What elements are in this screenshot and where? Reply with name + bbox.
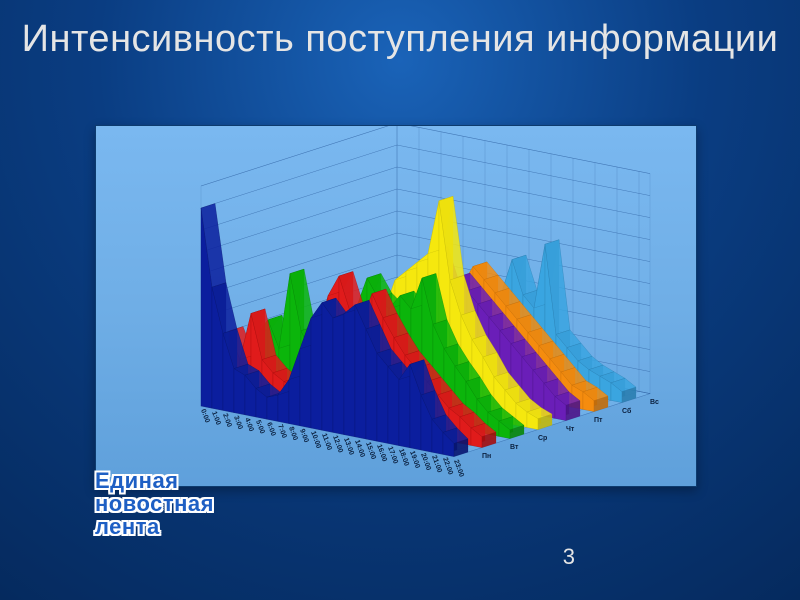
page-number: 3 (563, 544, 575, 570)
x-axis-label: 22:00 (441, 457, 454, 476)
caption-line-1: Единая (95, 468, 179, 493)
x-axis-label: 16:00 (375, 443, 388, 462)
x-axis-label: 14:00 (353, 439, 366, 458)
x-axis-label: 15:00 (364, 441, 377, 460)
slide: Интенсивность поступления информации 0:0… (0, 0, 800, 600)
caption-line-2: новостная (95, 491, 214, 516)
z-axis-label: Вс (650, 399, 659, 406)
x-axis-label: 1:00 (210, 410, 221, 426)
x-axis-label: 7:00 (276, 424, 287, 440)
x-axis-label: 4:00 (243, 417, 254, 433)
x-axis-label: 20:00 (419, 452, 432, 471)
x-axis-label: 5:00 (254, 419, 265, 435)
caption-line-3: лента (95, 514, 160, 539)
x-axis-label: 3:00 (232, 415, 243, 431)
x-axis-label: 0:00 (199, 408, 210, 424)
x-axis-label: 23:00 (452, 459, 465, 478)
z-axis-label: Сб (622, 407, 632, 415)
x-axis-label: 12:00 (331, 435, 344, 454)
x-axis-label: 10:00 (309, 430, 322, 449)
x-axis-label: 19:00 (408, 450, 421, 469)
z-axis-label: Ср (538, 435, 547, 442)
x-axis-label: 17:00 (386, 446, 399, 465)
chart-3d-ribbon: 0:001:002:003:004:005:006:007:008:009:00… (96, 126, 696, 486)
x-axis-label: 18:00 (397, 448, 410, 467)
z-axis-label: Вт (510, 444, 519, 451)
z-axis-label: Чт (566, 426, 575, 433)
x-axis-label: 21:00 (430, 454, 443, 473)
z-axis-label: Пт (594, 417, 603, 424)
caption-text: Единая новостная лента (95, 469, 214, 538)
x-axis-label: 13:00 (342, 437, 355, 456)
chart-panel: 0:001:002:003:004:005:006:007:008:009:00… (95, 125, 697, 487)
slide-title: Интенсивность поступления информации (0, 18, 800, 62)
x-axis-label: 6:00 (265, 421, 276, 437)
x-axis-label: 9:00 (298, 428, 309, 444)
x-axis-label: 2:00 (221, 413, 232, 429)
x-axis-label: 8:00 (287, 426, 298, 442)
x-axis-label: 11:00 (320, 432, 333, 451)
z-axis-label: Пн (482, 453, 491, 460)
